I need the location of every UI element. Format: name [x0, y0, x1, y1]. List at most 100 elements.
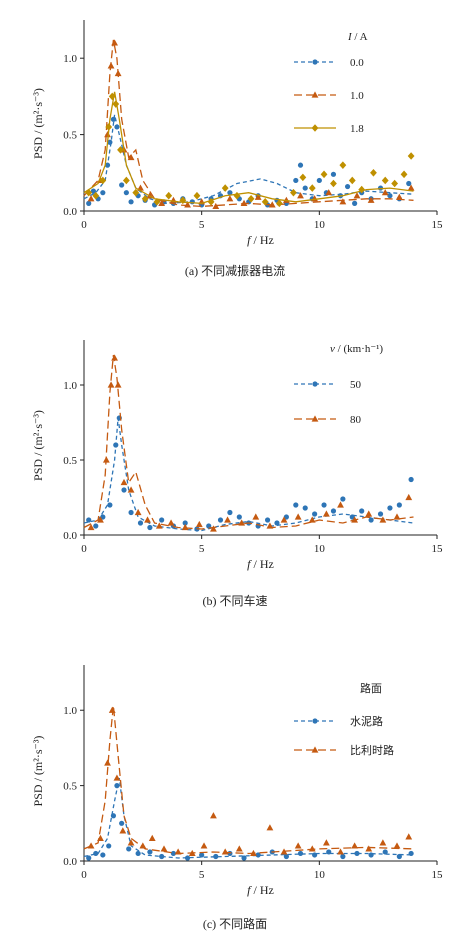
data-point	[189, 199, 195, 205]
data-point	[93, 523, 99, 529]
data-point	[283, 514, 289, 520]
data-point	[87, 523, 95, 531]
data-point	[275, 199, 283, 208]
data-point	[297, 850, 304, 857]
data-point	[144, 516, 151, 523]
data-point	[312, 852, 318, 858]
x-axis-label: f / Hz	[247, 883, 274, 897]
data-point	[358, 185, 366, 194]
x-tick-label: 5	[199, 543, 205, 555]
data-point	[159, 517, 165, 523]
y-tick-label: 1.0	[63, 53, 77, 65]
legend-title: v / (km·h⁻¹)	[330, 343, 383, 355]
chart-panel-2: 0 5 10 15 0.0 0.5 1.0 f / Hz PSD / (m²·s⁻³) 路面水泥路…	[31, 665, 443, 931]
data-point	[236, 514, 242, 520]
data-point	[367, 196, 375, 203]
series-1.8	[83, 91, 415, 208]
data-point	[370, 169, 377, 177]
data-point	[127, 839, 135, 846]
data-point	[322, 510, 330, 517]
data-point	[159, 853, 165, 860]
y-axis-label: PSD / (m²·s⁻³)	[31, 410, 45, 481]
x-tick-label: 5	[199, 219, 205, 231]
chart-panel-0: 0 5 10 15 0.0 0.5 1.0 f / Hz PSD / (m²·s⁻³) I / A…	[31, 20, 443, 278]
data-point	[354, 850, 360, 857]
data-point	[344, 183, 351, 190]
data-point	[348, 176, 356, 185]
y-axis-label: PSD / (m²·s⁻³)	[31, 88, 45, 159]
data-point	[359, 508, 365, 514]
data-point	[102, 456, 110, 463]
data-point	[316, 177, 322, 184]
data-point	[114, 69, 122, 77]
data-point	[107, 502, 113, 508]
legend-title: I / A	[347, 31, 368, 43]
data-point	[302, 185, 308, 191]
y-tick-label: 1.0	[63, 705, 77, 717]
data-point	[261, 198, 269, 206]
data-point	[200, 842, 208, 849]
data-point	[408, 850, 414, 857]
legend-title: 路面	[360, 682, 382, 695]
data-point	[352, 200, 358, 206]
x-axis-label: f / Hz	[247, 233, 274, 247]
series-line	[83, 777, 414, 859]
data-point	[400, 170, 408, 179]
data-point	[120, 478, 128, 486]
data-point	[132, 188, 140, 197]
data-point	[325, 189, 333, 196]
legend-label: 1.8	[350, 123, 364, 135]
data-point	[193, 191, 201, 200]
data-point	[195, 520, 203, 528]
data-point	[290, 188, 297, 197]
data-point	[147, 849, 153, 855]
data-point	[274, 520, 280, 526]
data-point	[184, 201, 191, 208]
data-point	[110, 116, 117, 122]
data-point	[396, 853, 402, 860]
data-point	[299, 173, 307, 182]
data-point	[227, 190, 233, 196]
legend: I / A 0.0 1.0 1.8	[294, 31, 368, 135]
data-point	[141, 194, 149, 203]
data-point	[340, 496, 346, 502]
data-point	[254, 193, 262, 200]
data-point	[387, 505, 393, 511]
data-point	[117, 146, 124, 154]
data-point	[227, 509, 233, 516]
data-point	[320, 170, 328, 179]
data-point	[213, 853, 219, 860]
data-point	[126, 846, 132, 852]
data-point	[330, 171, 337, 177]
data-point	[155, 522, 163, 529]
data-point	[280, 848, 288, 855]
data-point	[90, 188, 97, 194]
data-point	[165, 191, 173, 200]
data-point	[107, 62, 115, 69]
data-point	[241, 855, 247, 861]
data-point	[395, 193, 403, 200]
data-point	[139, 842, 147, 849]
data-point	[408, 476, 414, 483]
y-tick-label: 0.0	[63, 530, 77, 542]
data-point	[112, 100, 120, 108]
data-point	[148, 834, 156, 841]
data-point	[122, 176, 130, 185]
data-point	[405, 493, 413, 501]
data-point	[379, 839, 387, 846]
legend-label: 水泥路	[350, 715, 383, 728]
data-point	[387, 193, 393, 199]
data-point	[179, 196, 187, 205]
data-point	[106, 843, 112, 849]
data-point	[255, 852, 261, 858]
data-point	[266, 522, 274, 529]
data-point	[233, 191, 241, 200]
data-point	[381, 176, 389, 185]
data-point	[113, 774, 121, 781]
data-point	[111, 39, 118, 46]
x-tick-label: 0	[81, 869, 87, 881]
data-point	[153, 198, 161, 206]
data-point	[104, 759, 111, 766]
